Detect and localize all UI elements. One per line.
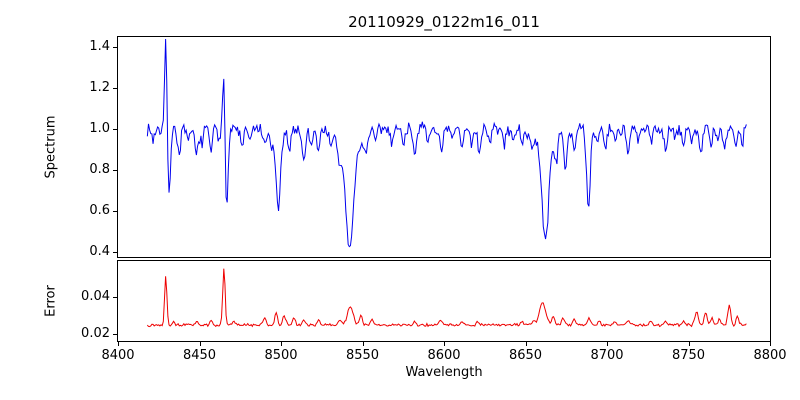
x-tick-mark [525,342,527,346]
y-tick-mark [113,129,117,131]
y-tick-mark [113,47,117,49]
spectrum-plot-area [117,36,771,258]
y-tick-label: 0.8 [89,162,110,178]
error-plot-area [117,260,771,342]
x-tick-label: 8400 [101,348,135,363]
plot-title: 20110929_0122m16_011 [348,13,540,31]
x-tick-mark [118,342,119,346]
y-axis-label-error: Error [43,285,59,317]
y-tick-mark [113,333,117,335]
x-tick-mark [281,342,282,346]
y-tick-label: 1.2 [89,80,110,96]
y-tick-label: 1.4 [89,39,110,55]
x-tick-label: 8650 [508,348,543,363]
x-tick-label: 8600 [427,348,461,363]
error-line [146,268,747,328]
x-tick-mark [362,342,364,346]
x-tick-mark [199,342,201,346]
y-tick-label: 0.6 [89,202,110,218]
y-tick-mark [113,170,117,172]
y-tick-mark [113,88,117,90]
y-axis-label-spectrum: Spectrum [43,115,59,179]
x-tick-label: 8800 [753,348,787,363]
y-tick-mark [113,297,117,299]
y-tick-mark [113,210,117,212]
y-tick-label: 1.0 [89,121,110,137]
x-tick-label: 8450 [182,348,217,363]
x-tick-label: 8750 [671,348,706,363]
y-tick-mark [113,251,117,253]
x-tick-mark [688,342,690,346]
spectrum-canvas [146,38,747,248]
x-tick-label: 8700 [590,348,624,363]
x-tick-label: 8500 [264,348,298,363]
error-canvas [146,268,747,328]
spectrum-line [146,38,747,248]
x-axis-label: Wavelength [405,365,483,380]
x-tick-mark [444,342,445,346]
y-tick-label: 0.02 [81,325,110,341]
x-tick-mark [770,342,771,346]
x-tick-mark [607,342,608,346]
y-tick-label: 0.04 [81,289,110,305]
y-tick-label: 0.4 [89,243,110,259]
x-tick-label: 8550 [345,348,380,363]
